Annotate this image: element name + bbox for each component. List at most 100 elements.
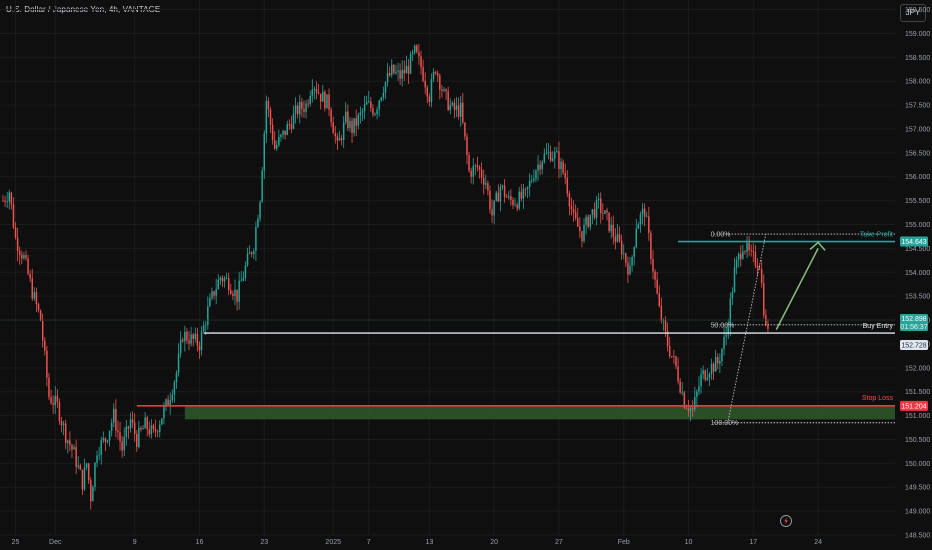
stop-loss-price-tag-bg <box>900 400 928 411</box>
candle-body <box>543 153 546 162</box>
candle-body <box>643 208 646 217</box>
candle-body <box>547 151 550 153</box>
candle-body <box>359 112 362 116</box>
price-axis[interactable]: 148.500 149.000 149.500 150.000 150.500 151.0… <box>905 7 930 539</box>
candle-body <box>401 69 403 79</box>
candle-body <box>679 381 681 393</box>
candle-body <box>480 169 483 178</box>
candle-body <box>767 325 769 329</box>
candle-body <box>301 101 303 109</box>
time-tick-label: 25 <box>12 539 20 546</box>
candle-body <box>531 180 533 182</box>
candle-body <box>428 96 431 102</box>
candle-body <box>593 209 596 218</box>
candle-body <box>223 278 226 282</box>
candle-body <box>570 206 573 210</box>
candle-body <box>551 158 554 161</box>
candle-body <box>750 250 752 252</box>
candle-body <box>240 280 243 282</box>
candle-body <box>87 463 90 481</box>
candle-body <box>413 45 416 53</box>
candle-body <box>474 165 477 167</box>
candle-body <box>14 227 17 238</box>
candle-body <box>604 210 606 214</box>
candle-body <box>685 407 688 409</box>
candle-body <box>731 292 734 299</box>
candle-body <box>332 122 334 134</box>
candle-body <box>698 386 700 392</box>
candle-body <box>620 240 623 255</box>
candle-body <box>470 170 472 177</box>
candle-body <box>501 185 504 187</box>
candle-body <box>495 192 497 201</box>
candle-body <box>171 394 174 401</box>
candle-body <box>694 396 696 410</box>
time-axis[interactable]: 25 Dec 9 16 23 2025 7 13 20 27 Feb 10 17 24 <box>12 539 822 546</box>
candle-body <box>742 251 744 259</box>
price-tick-label: 151.000 <box>905 413 930 420</box>
candle-body <box>230 290 232 294</box>
candle-body <box>324 91 326 109</box>
candle-body <box>288 124 291 125</box>
candle-body <box>374 114 376 115</box>
lightning-icon[interactable] <box>780 515 792 527</box>
candle-body <box>46 350 48 378</box>
candle-body <box>322 91 324 102</box>
candle-body <box>587 216 589 227</box>
candle-body <box>627 262 629 275</box>
candle-body <box>142 428 144 430</box>
time-tick-label: 7 <box>367 539 371 546</box>
candle-body <box>595 199 598 218</box>
candle-body <box>625 253 627 263</box>
candle-body <box>725 334 727 337</box>
candle-body <box>763 283 765 316</box>
candle-body <box>378 100 380 110</box>
trade-overlays: 0.00% 50.00% 100.00% Take Profit Buy Entry St… <box>0 232 895 427</box>
candle-body <box>451 102 454 105</box>
candle-body <box>292 113 295 129</box>
candle-body <box>232 293 234 296</box>
candle-body <box>545 152 548 154</box>
candle-body <box>735 260 738 268</box>
candle-body <box>41 320 44 341</box>
candle-body <box>424 80 426 88</box>
candle-body <box>597 198 600 200</box>
candle-body <box>706 377 709 380</box>
time-tick-label: 27 <box>555 539 563 546</box>
candle-body <box>420 56 422 68</box>
candle-body <box>533 178 535 181</box>
candle-body <box>121 441 123 451</box>
candle-body <box>554 152 556 159</box>
candle-body <box>159 424 161 433</box>
price-tick-label: 156.000 <box>905 174 930 181</box>
candle-body <box>62 423 65 426</box>
candle-body <box>106 440 109 442</box>
candle-body <box>347 111 349 129</box>
candle-body <box>612 224 615 237</box>
candle-body <box>56 395 59 402</box>
stop-loss-zone <box>184 405 895 420</box>
candle-body <box>418 52 420 57</box>
time-tick-label: 10 <box>685 539 693 546</box>
time-tick-label: Dec <box>49 539 62 546</box>
candle-body <box>179 339 182 354</box>
candle-body <box>650 232 652 260</box>
candle-body <box>221 277 224 282</box>
candle-body <box>422 67 424 81</box>
price-tick-label: 157.000 <box>905 126 930 133</box>
candle-body <box>737 253 740 261</box>
candle-body <box>464 122 466 137</box>
candle-body <box>556 151 558 153</box>
candle-body <box>64 423 67 443</box>
candle-body <box>44 340 46 351</box>
candle-body <box>39 310 42 321</box>
candle-body <box>520 191 523 199</box>
candle-body <box>664 320 667 332</box>
candle-body <box>719 361 721 364</box>
candle-body <box>186 331 188 341</box>
currency-button[interactable]: JPY <box>900 4 926 22</box>
price-tick-label: 154.500 <box>905 246 930 253</box>
time-tick-label: 9 <box>133 539 137 546</box>
